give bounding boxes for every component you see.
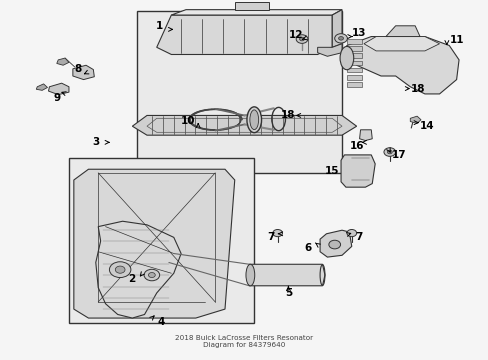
Polygon shape — [346, 46, 361, 51]
Polygon shape — [346, 39, 361, 44]
Bar — [69, 158, 254, 323]
Text: 10: 10 — [181, 116, 195, 126]
Polygon shape — [320, 230, 351, 257]
Circle shape — [148, 273, 155, 278]
Circle shape — [109, 262, 131, 278]
Ellipse shape — [339, 46, 353, 70]
Polygon shape — [317, 44, 341, 56]
Ellipse shape — [246, 107, 261, 133]
Polygon shape — [246, 264, 325, 286]
Polygon shape — [234, 3, 268, 10]
Polygon shape — [171, 10, 341, 15]
Polygon shape — [346, 68, 361, 72]
Polygon shape — [48, 83, 69, 95]
Polygon shape — [346, 60, 361, 65]
Text: 18: 18 — [409, 84, 424, 94]
Polygon shape — [346, 82, 361, 87]
Circle shape — [334, 34, 346, 43]
Text: 17: 17 — [391, 150, 406, 160]
Text: 4: 4 — [158, 317, 165, 327]
Circle shape — [272, 229, 282, 237]
Text: 16: 16 — [349, 141, 363, 151]
Text: 7: 7 — [267, 232, 274, 242]
Text: 18: 18 — [281, 111, 295, 121]
Text: 8: 8 — [74, 64, 81, 74]
Circle shape — [386, 150, 391, 154]
Circle shape — [346, 229, 356, 237]
Text: 15: 15 — [325, 166, 339, 176]
Polygon shape — [344, 37, 458, 94]
Text: 5: 5 — [284, 288, 291, 298]
Circle shape — [328, 240, 340, 249]
Circle shape — [383, 148, 395, 156]
Text: 14: 14 — [419, 121, 434, 131]
Polygon shape — [96, 221, 181, 318]
Polygon shape — [331, 10, 341, 47]
Polygon shape — [346, 75, 361, 80]
Polygon shape — [74, 169, 234, 318]
Polygon shape — [340, 155, 374, 187]
Circle shape — [144, 269, 159, 281]
Polygon shape — [359, 130, 371, 140]
Text: 12: 12 — [288, 30, 303, 40]
Text: 9: 9 — [53, 93, 60, 103]
Text: 1: 1 — [155, 21, 163, 31]
Polygon shape — [36, 84, 47, 90]
Text: 7: 7 — [355, 232, 362, 242]
Circle shape — [299, 37, 304, 41]
Text: 3: 3 — [92, 138, 99, 147]
Bar — [137, 12, 341, 173]
Ellipse shape — [249, 110, 258, 130]
Polygon shape — [157, 15, 331, 54]
Text: 6: 6 — [304, 243, 311, 253]
Text: 11: 11 — [448, 35, 463, 45]
Polygon shape — [346, 53, 361, 58]
Circle shape — [338, 37, 343, 40]
Polygon shape — [385, 26, 419, 37]
Circle shape — [296, 35, 307, 43]
Polygon shape — [363, 37, 439, 51]
Text: 13: 13 — [351, 28, 366, 38]
Polygon shape — [409, 116, 420, 123]
Text: 2: 2 — [127, 274, 135, 284]
Polygon shape — [132, 116, 356, 135]
Polygon shape — [57, 58, 69, 65]
Ellipse shape — [245, 264, 254, 286]
Polygon shape — [73, 65, 94, 80]
Circle shape — [115, 266, 125, 273]
Text: 2018 Buick LaCrosse Filters Resonator
Diagram for 84379640: 2018 Buick LaCrosse Filters Resonator Di… — [175, 335, 313, 348]
